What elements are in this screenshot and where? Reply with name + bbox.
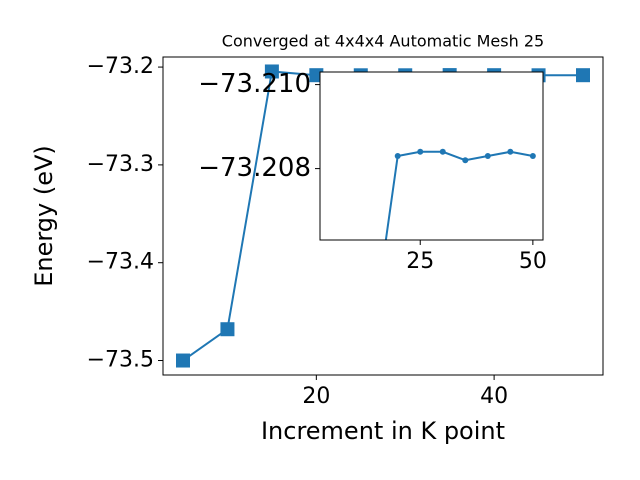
chart-title: Converged at 4x4x4 Automatic Mesh 25 [222, 32, 544, 51]
plot-area [384, 148, 536, 240]
y-axis-label: Energy (eV) [30, 145, 58, 287]
x-axis-label: Increment in K point [261, 417, 505, 445]
marker [507, 148, 514, 155]
y-tick-label: −73.4 [87, 250, 154, 275]
axes-background [320, 72, 543, 240]
y-tick-label: −73.5 [87, 348, 154, 373]
x-tick-label: 40 [480, 384, 508, 409]
x-tick-label: 25 [406, 249, 434, 274]
marker [394, 153, 401, 159]
axes-frame [319, 71, 544, 241]
x-tick-label: 50 [519, 249, 547, 274]
marker [417, 148, 424, 155]
y-tick-label: −73.3 [87, 152, 154, 177]
marker [176, 353, 190, 368]
marker [264, 64, 279, 79]
marker [462, 157, 469, 164]
data-line [384, 150, 534, 240]
x-tick-label: 20 [302, 384, 330, 409]
marker [576, 68, 590, 83]
marker [529, 153, 536, 159]
axes-frame [162, 56, 604, 376]
y-tick-label: −73.208 [198, 153, 311, 183]
marker [220, 322, 235, 337]
marker [484, 153, 491, 159]
y-tick-label: −73.210 [198, 69, 311, 99]
y-tick-label: −73.2 [87, 54, 154, 79]
marker [439, 148, 446, 155]
